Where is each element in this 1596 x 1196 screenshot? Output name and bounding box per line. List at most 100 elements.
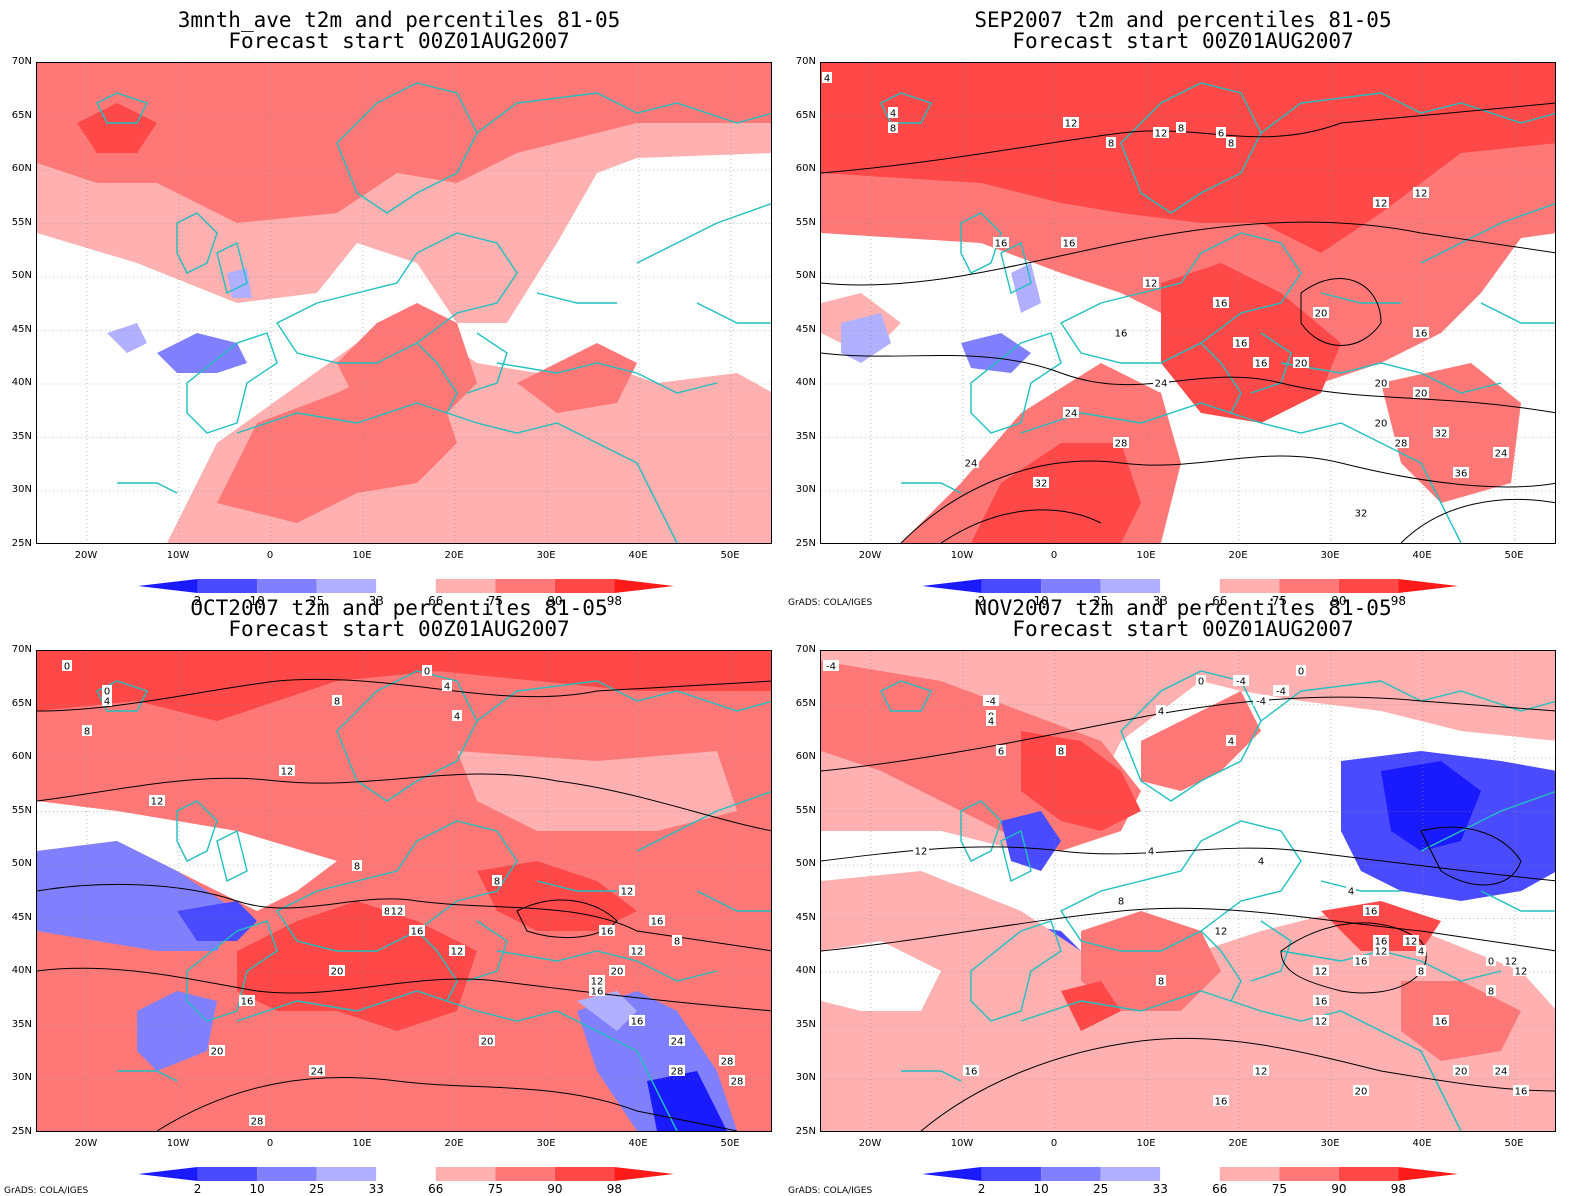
contour-label: 8 <box>1056 745 1066 758</box>
contour-label: 20 <box>1353 1085 1369 1098</box>
svg-text:8: 8 <box>1158 977 1164 988</box>
panel-title: SEP2007 t2m and percentiles 81-05 <box>974 8 1392 32</box>
colorbar-segment <box>316 1167 377 1181</box>
contour-label: 12 <box>279 765 295 778</box>
svg-text:16: 16 <box>995 239 1008 250</box>
svg-text:4: 4 <box>1348 887 1354 898</box>
svg-text:8: 8 <box>1228 139 1234 150</box>
latitude-tick-label: 30N <box>795 484 816 495</box>
colorbar-segment <box>1279 1167 1339 1181</box>
colorbar-segment <box>1160 1167 1220 1181</box>
svg-text:8: 8 <box>1178 124 1184 135</box>
colorbar <box>922 1166 1458 1181</box>
contour-label: 8 <box>672 935 682 948</box>
svg-text:24: 24 <box>965 459 978 470</box>
colorbar-label: 90 <box>1331 594 1347 608</box>
credit-text: GrADS: COLA/IGES <box>4 1186 89 1196</box>
colorbar-label: 66 <box>428 1182 444 1196</box>
contour-label: 4 <box>822 72 832 85</box>
contour-label: 24 <box>1493 447 1509 460</box>
longitude-tick-label: 10E <box>352 550 372 561</box>
contour-label: 4 <box>1146 845 1156 858</box>
svg-text:4: 4 <box>1148 847 1154 858</box>
colorbar-segment <box>495 579 555 593</box>
contour-label: 8 <box>492 875 502 888</box>
svg-text:16: 16 <box>1215 1097 1228 1108</box>
contour-label: 8 <box>382 905 392 918</box>
svg-text:28: 28 <box>251 1117 264 1128</box>
svg-text:12: 12 <box>621 887 634 898</box>
contour-label: 20 <box>1453 1065 1469 1078</box>
colorbar-segment <box>922 1167 982 1181</box>
contour-label: -4 <box>1273 685 1289 698</box>
contour-label: 20 <box>609 965 625 978</box>
latitude-tick-label: 55N <box>11 216 32 228</box>
colorbar-label: 90 <box>1331 1182 1347 1196</box>
svg-text:-4: -4 <box>1276 687 1286 698</box>
latitude-tick-label: 25N <box>795 1125 816 1137</box>
colorbar-segment <box>435 1167 496 1181</box>
grid-lines <box>821 63 1555 543</box>
contour-label: 16 <box>599 925 615 938</box>
longitude-tick-label: 40E <box>1412 550 1432 561</box>
svg-text:24: 24 <box>1495 1067 1508 1078</box>
contour-label: 28 <box>719 1055 735 1068</box>
contour-label: 20 <box>1313 307 1329 320</box>
panel-title: NOV2007 t2m and percentiles 81-05 <box>974 596 1392 620</box>
longitude-tick-label: 10E <box>352 1138 372 1149</box>
svg-text:12: 12 <box>1415 189 1428 200</box>
colorbar-segment <box>554 1167 615 1181</box>
svg-text:20: 20 <box>1295 359 1308 370</box>
contour-label: 4 <box>986 715 996 728</box>
map-area: -4-404-40-4-4044684124481681241281216612… <box>820 650 1556 1132</box>
panel-subtitle: Forecast start 00Z01AUG2007 <box>1012 29 1354 53</box>
svg-text:12: 12 <box>1405 937 1418 948</box>
contour-label: 16 <box>1061 237 1077 250</box>
svg-text:0: 0 <box>104 687 110 698</box>
longitude-tick-label: 40E <box>1412 1138 1432 1149</box>
svg-text:28: 28 <box>731 1077 744 1088</box>
longitude-tick-label: 10W <box>950 550 974 561</box>
contour-label: 12 <box>1153 127 1169 140</box>
colorbar-segment <box>1041 579 1101 593</box>
latitude-tick-label: 30N <box>795 1072 816 1083</box>
contour-label: 4 <box>102 695 112 708</box>
contour-label: 8 <box>1226 137 1236 150</box>
svg-text:12: 12 <box>591 977 604 988</box>
latitude-tick-label: 40N <box>795 965 816 976</box>
contour-label: 20 <box>479 1035 495 1048</box>
latitude-tick-label: 30N <box>11 484 32 495</box>
svg-text:8: 8 <box>354 862 360 873</box>
svg-text:12: 12 <box>281 767 294 778</box>
svg-text:24: 24 <box>671 1037 684 1048</box>
svg-text:28: 28 <box>1115 439 1128 450</box>
colorbar-label: 10 <box>249 594 265 608</box>
contour-label: 12 <box>1503 955 1519 968</box>
contour-label: 4 <box>442 680 452 693</box>
svg-text:16: 16 <box>1375 937 1388 948</box>
panel-subtitle: Forecast start 00Z01AUG2007 <box>228 29 570 53</box>
latitude-tick-label: 45N <box>11 323 32 335</box>
contour-label: 12 <box>1373 197 1389 210</box>
svg-text:8: 8 <box>334 697 340 708</box>
shaded-percentile-field: -4-404-40-4-4044684124481681241281216612… <box>821 651 1555 1131</box>
svg-text:20: 20 <box>1455 1067 1468 1078</box>
svg-text:12: 12 <box>1255 1067 1268 1078</box>
credit-text: GrADS: COLA/IGES <box>788 1186 873 1196</box>
colorbar-segment <box>981 1167 1042 1181</box>
svg-text:12: 12 <box>391 907 404 918</box>
longitude-tick-label: 30E <box>1320 550 1340 561</box>
contour-label: 12 <box>619 885 635 898</box>
colorbar-label: 66 <box>1212 594 1228 608</box>
svg-text:20: 20 <box>611 967 624 978</box>
svg-text:4: 4 <box>988 717 994 728</box>
panel-subtitle: Forecast start 00Z01AUG2007 <box>1012 617 1354 641</box>
contour-label: 24 <box>669 1035 685 1048</box>
contour-label: 6 <box>1216 127 1226 140</box>
latitude-tick-label: 70N <box>11 56 32 67</box>
map-area <box>36 62 772 544</box>
latitude-tick-label: 25N <box>795 537 816 549</box>
longitude-tick-label: 10E <box>1136 1138 1156 1149</box>
longitude-tick-label: 20E <box>1228 550 1248 561</box>
colorbar-segment <box>614 579 674 593</box>
